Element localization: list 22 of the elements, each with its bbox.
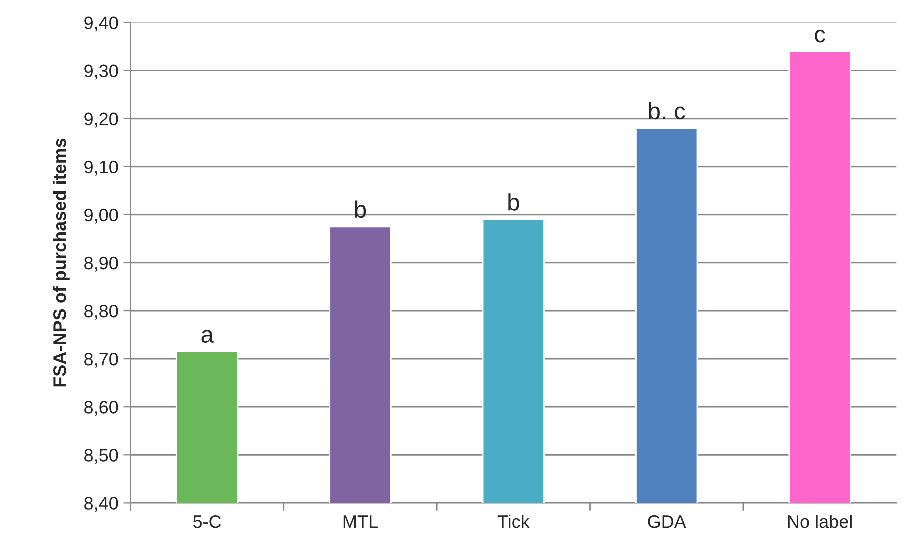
y-axis-title: FSA-NPS of purchased items — [53, 138, 70, 387]
y-tick-label: 8,80 — [84, 304, 118, 320]
x-tick-label: GDA — [648, 515, 686, 528]
annotation: b — [508, 194, 520, 211]
annotation: b — [355, 200, 366, 218]
y-tick-label: 8,50 — [84, 449, 118, 464]
x-tick-label: MTL — [344, 516, 378, 528]
annotation: c — [815, 30, 826, 43]
x-tick-label: 5-C — [193, 515, 222, 528]
y-tick-label: 8,70 — [84, 353, 118, 368]
y-tick-label: 9,10 — [84, 160, 118, 176]
annotation: b. c — [649, 102, 686, 120]
y-tick-label: 9,40 — [84, 16, 118, 32]
y-tick-label: 8,40 — [84, 497, 118, 512]
y-tick-label: 9,00 — [84, 208, 118, 224]
y-tick-label: 8,90 — [84, 256, 118, 272]
y-tick-label: 9,20 — [84, 112, 118, 128]
x-tick-label: Tick — [498, 514, 530, 528]
y-tick-label: 9,30 — [84, 64, 118, 80]
x-tick-label: No label — [788, 514, 852, 528]
annotation: a — [202, 330, 214, 344]
y-tick-label: 8,60 — [84, 401, 118, 416]
